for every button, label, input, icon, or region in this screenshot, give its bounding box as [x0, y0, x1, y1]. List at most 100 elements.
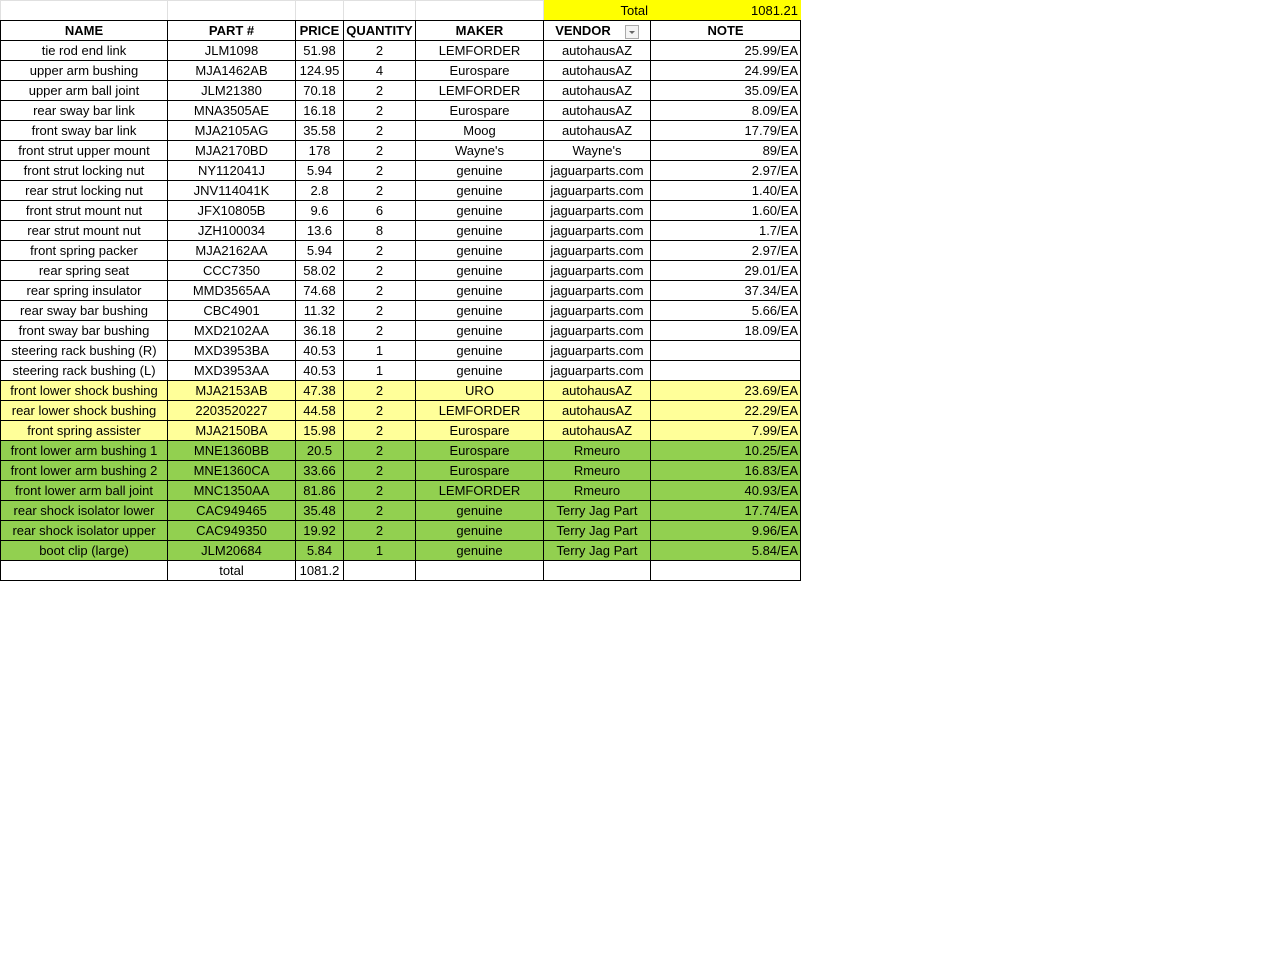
cell-vendor[interactable]: jaguarparts.com: [543, 160, 651, 181]
cell-name[interactable]: rear sway bar bushing: [0, 300, 168, 321]
cell-price[interactable]: 13.6: [295, 220, 344, 241]
cell-maker[interactable]: genuine: [415, 360, 544, 381]
cell-name[interactable]: front strut mount nut: [0, 200, 168, 221]
cell-quantity[interactable]: 2: [343, 500, 416, 521]
cell-quantity[interactable]: 2: [343, 320, 416, 341]
cell-vendor[interactable]: Wayne's: [543, 140, 651, 161]
cell-part[interactable]: NY112041J: [167, 160, 296, 181]
cell-name[interactable]: steering rack bushing (R): [0, 340, 168, 361]
cell-vendor[interactable]: jaguarparts.com: [543, 180, 651, 201]
cell-part[interactable]: CBC4901: [167, 300, 296, 321]
cell-name[interactable]: steering rack bushing (L): [0, 360, 168, 381]
cell-note[interactable]: 1.60/EA: [650, 200, 801, 221]
cell-vendor[interactable]: autohausAZ: [543, 380, 651, 401]
cell-vendor[interactable]: jaguarparts.com: [543, 280, 651, 301]
cell-note[interactable]: 17.79/EA: [650, 120, 801, 141]
cell-quantity[interactable]: 1: [343, 340, 416, 361]
cell-maker[interactable]: genuine: [415, 280, 544, 301]
cell-part[interactable]: JFX10805B: [167, 200, 296, 221]
cell-name[interactable]: rear sway bar link: [0, 100, 168, 121]
cell-note[interactable]: 25.99/EA: [650, 40, 801, 61]
cell-maker[interactable]: genuine: [415, 340, 544, 361]
cell-part[interactable]: MJA2162AA: [167, 240, 296, 261]
cell-quantity[interactable]: 2: [343, 240, 416, 261]
cell-vendor[interactable]: Terry Jag Part: [543, 500, 651, 521]
cell-maker[interactable]: Moog: [415, 120, 544, 141]
cell-name[interactable]: front sway bar bushing: [0, 320, 168, 341]
cell[interactable]: [415, 0, 544, 21]
cell-price[interactable]: 5.94: [295, 240, 344, 261]
cell-note[interactable]: [650, 340, 801, 361]
cell-part[interactable]: MJA1462AB: [167, 60, 296, 81]
cell-maker[interactable]: genuine: [415, 300, 544, 321]
header-part[interactable]: PART #: [167, 20, 296, 41]
cell-quantity[interactable]: 2: [343, 280, 416, 301]
cell-note[interactable]: 24.99/EA: [650, 60, 801, 81]
cell-vendor[interactable]: autohausAZ: [543, 60, 651, 81]
cell-note[interactable]: 5.84/EA: [650, 540, 801, 561]
cell-note[interactable]: 37.34/EA: [650, 280, 801, 301]
cell-maker[interactable]: genuine: [415, 160, 544, 181]
cell-maker[interactable]: Eurospare: [415, 440, 544, 461]
cell-vendor[interactable]: jaguarparts.com: [543, 240, 651, 261]
cell-price[interactable]: 124.95: [295, 60, 344, 81]
cell-name[interactable]: front lower shock bushing: [0, 380, 168, 401]
cell-part[interactable]: MXD2102AA: [167, 320, 296, 341]
cell-price[interactable]: 70.18: [295, 80, 344, 101]
cell-price[interactable]: 2.8: [295, 180, 344, 201]
cell-part[interactable]: 2203520227: [167, 400, 296, 421]
cell-maker[interactable]: genuine: [415, 240, 544, 261]
cell-note[interactable]: 1.7/EA: [650, 220, 801, 241]
cell-price[interactable]: 74.68: [295, 280, 344, 301]
cell[interactable]: [415, 560, 544, 581]
cell-quantity[interactable]: 2: [343, 480, 416, 501]
cell-name[interactable]: front strut locking nut: [0, 160, 168, 181]
header-price[interactable]: PRICE: [295, 20, 344, 41]
cell-vendor[interactable]: autohausAZ: [543, 400, 651, 421]
cell-maker[interactable]: Wayne's: [415, 140, 544, 161]
cell-note[interactable]: 23.69/EA: [650, 380, 801, 401]
cell-price[interactable]: 51.98: [295, 40, 344, 61]
cell-note[interactable]: 7.99/EA: [650, 420, 801, 441]
cell-name[interactable]: rear lower shock bushing: [0, 400, 168, 421]
cell-maker[interactable]: LEMFORDER: [415, 400, 544, 421]
cell-maker[interactable]: genuine: [415, 260, 544, 281]
cell-quantity[interactable]: 2: [343, 420, 416, 441]
cell-maker[interactable]: LEMFORDER: [415, 80, 544, 101]
cell-quantity[interactable]: 8: [343, 220, 416, 241]
cell-part[interactable]: CAC949465: [167, 500, 296, 521]
cell[interactable]: [343, 0, 416, 21]
cell-quantity[interactable]: 2: [343, 460, 416, 481]
header-vendor[interactable]: VENDOR: [543, 20, 651, 41]
total-price-cell[interactable]: 1081.2: [295, 560, 344, 581]
cell-name[interactable]: rear spring seat: [0, 260, 168, 281]
cell-maker[interactable]: LEMFORDER: [415, 480, 544, 501]
cell-maker[interactable]: URO: [415, 380, 544, 401]
cell-quantity[interactable]: 2: [343, 300, 416, 321]
cell[interactable]: [0, 0, 168, 21]
cell-note[interactable]: 18.09/EA: [650, 320, 801, 341]
cell-vendor[interactable]: autohausAZ: [543, 40, 651, 61]
cell-price[interactable]: 40.53: [295, 360, 344, 381]
cell-maker[interactable]: LEMFORDER: [415, 40, 544, 61]
cell-quantity[interactable]: 2: [343, 140, 416, 161]
cell-part[interactable]: MNC1350AA: [167, 480, 296, 501]
cell-price[interactable]: 5.94: [295, 160, 344, 181]
header-maker[interactable]: MAKER: [415, 20, 544, 41]
cell-maker[interactable]: Eurospare: [415, 460, 544, 481]
cell-part[interactable]: MNE1360BB: [167, 440, 296, 461]
cell[interactable]: [543, 560, 651, 581]
cell-vendor[interactable]: jaguarparts.com: [543, 320, 651, 341]
cell-price[interactable]: 44.58: [295, 400, 344, 421]
cell-vendor[interactable]: jaguarparts.com: [543, 220, 651, 241]
cell-maker[interactable]: genuine: [415, 220, 544, 241]
cell-price[interactable]: 35.58: [295, 120, 344, 141]
cell-note[interactable]: 9.96/EA: [650, 520, 801, 541]
cell-maker[interactable]: Eurospare: [415, 100, 544, 121]
cell-note[interactable]: 35.09/EA: [650, 80, 801, 101]
cell-maker[interactable]: Eurospare: [415, 420, 544, 441]
cell-price[interactable]: 9.6: [295, 200, 344, 221]
cell-note[interactable]: 40.93/EA: [650, 480, 801, 501]
cell-maker[interactable]: genuine: [415, 180, 544, 201]
cell-vendor[interactable]: jaguarparts.com: [543, 300, 651, 321]
